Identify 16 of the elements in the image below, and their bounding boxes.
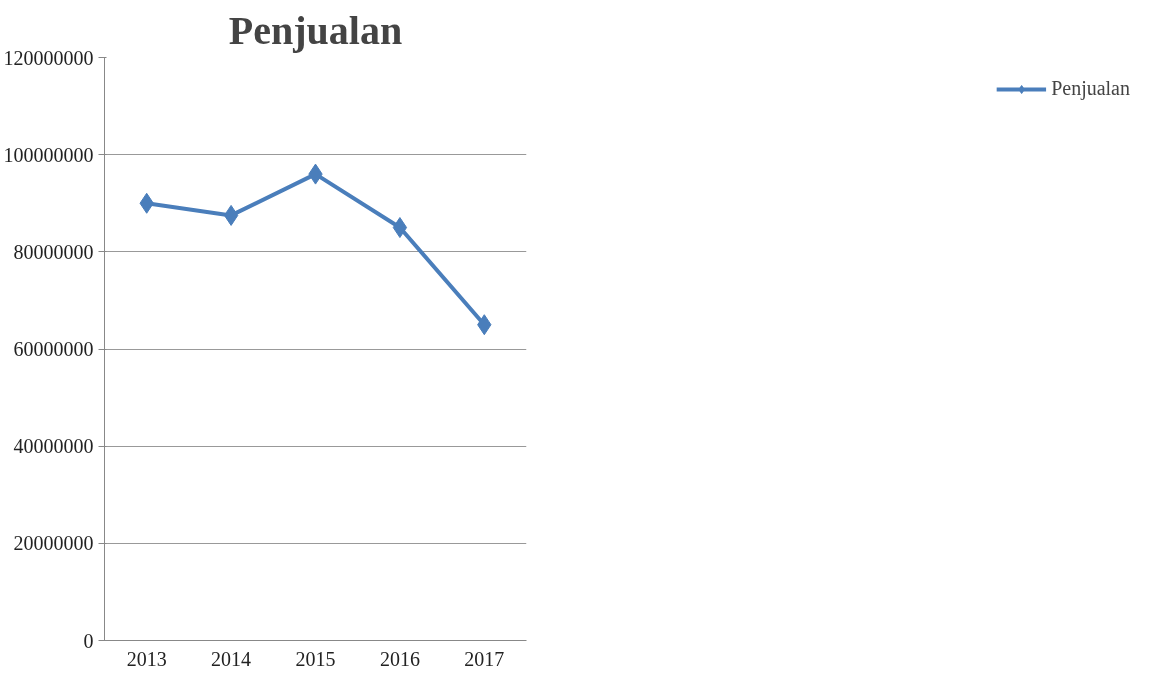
x-tick-label: 2017 xyxy=(464,647,505,670)
y-tick-label: 60000000 xyxy=(13,338,94,360)
point xyxy=(392,217,408,239)
y-tick-label: 0 xyxy=(83,629,94,652)
x-tick-label: 2015 xyxy=(295,647,336,670)
point xyxy=(223,204,239,226)
x-tick-label: 2016 xyxy=(379,647,420,670)
x-tick-label: 2014 xyxy=(211,647,252,670)
x-tick-label: 2013 xyxy=(126,647,167,670)
y-tick-label: 120000000 xyxy=(3,46,94,69)
y-tick-label: 40000000 xyxy=(13,435,94,458)
legend-label: Penjualan xyxy=(1051,77,1130,100)
chart-title: Penjualan xyxy=(228,7,403,53)
y-tick-label: 100000000 xyxy=(3,143,94,166)
y-tick-label: 20000000 xyxy=(13,532,94,555)
y-tick-label: 80000000 xyxy=(13,240,94,263)
